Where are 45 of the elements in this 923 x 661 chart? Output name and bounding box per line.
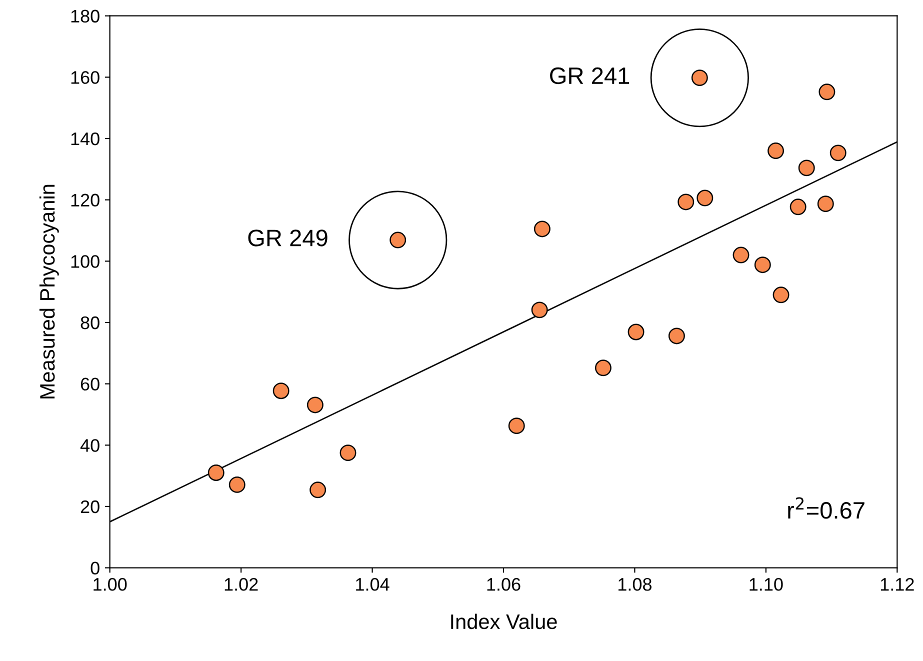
y-tick-label: 20 [80, 500, 100, 514]
point [534, 220, 550, 238]
point [798, 160, 815, 176]
y-tick-label: 140 [71, 132, 100, 146]
y-tick-label: 40 [80, 439, 100, 452]
point [340, 444, 356, 462]
annotation: GR 249 [248, 230, 328, 246]
x-tick-label: 1.10 [750, 578, 783, 591]
x-tick-label: 1.00 [94, 578, 127, 591]
x-tick-label: 1.06 [487, 578, 520, 591]
point [754, 256, 771, 274]
point [508, 418, 525, 434]
x-tick-label: 1.08 [618, 578, 652, 591]
x-tick-label: 1.12 [880, 578, 914, 591]
point [272, 382, 290, 400]
y-tick-label: 120 [71, 194, 100, 207]
y-axis-title: Measured Phycocyanin [39, 184, 59, 398]
point [628, 324, 644, 340]
point [772, 286, 790, 304]
point [678, 194, 694, 210]
point [817, 196, 834, 212]
y-tick-label: 180 [71, 10, 100, 23]
point [531, 302, 548, 318]
point [310, 482, 326, 498]
y-tick-label: 160 [71, 71, 100, 84]
point [732, 246, 750, 264]
x-tick-label: 1.04 [356, 578, 390, 591]
annotation: GR 241 [550, 67, 630, 84]
point [830, 144, 846, 162]
point [696, 190, 714, 206]
point [594, 360, 612, 376]
point [818, 84, 836, 100]
point [306, 396, 324, 414]
y-tick-label: 0 [90, 562, 100, 575]
annotation: r$^{2}$=0.67 [788, 497, 864, 519]
y-tick-label: 60 [80, 378, 100, 391]
x-axis-title: Index Value [451, 614, 557, 630]
point [228, 476, 246, 493]
y-tick-label: 80 [80, 316, 100, 330]
point [208, 464, 224, 481]
y-tick-label: 100 [71, 255, 100, 268]
point [668, 328, 685, 344]
point [768, 142, 784, 160]
point [790, 198, 806, 216]
x-tick-label: 1.02 [224, 578, 258, 591]
